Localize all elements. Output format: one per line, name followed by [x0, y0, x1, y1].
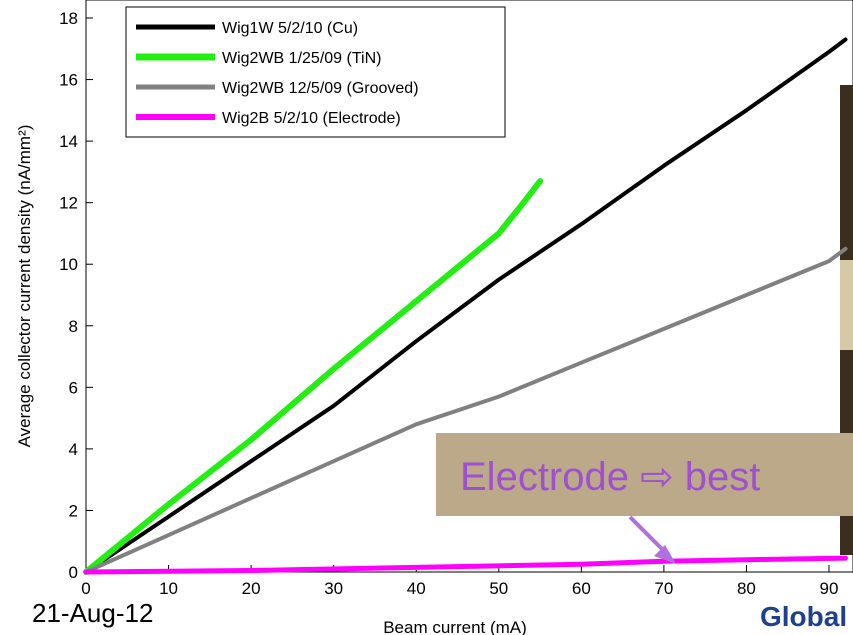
y-tick-label: 10 [59, 255, 78, 274]
photo-overlay-light [840, 260, 853, 350]
series-line-2 [83, 178, 544, 575]
legend: Wig1W 5/2/10 (Cu) Wig2WB 1/25/09 (TiN) Wig… [125, 6, 506, 138]
x-tick-label: 70 [654, 579, 673, 598]
x-tick-label: 90 [820, 579, 839, 598]
legend-label: Wig2WB 12/5/09 (Grooved) [222, 80, 419, 97]
callout-text: Electrode ⇨ best [460, 455, 760, 499]
y-tick-label: 8 [69, 317, 78, 336]
footer-date: 21-Aug-12 [32, 598, 153, 628]
y-tick-label: 0 [69, 563, 78, 582]
y-axis-label: Average collector current density (nA/mm… [15, 125, 34, 448]
y-tick-label: 12 [59, 194, 78, 213]
callout-arrowhead [654, 545, 676, 564]
callout: Electrode ⇨ best [436, 433, 853, 564]
series-line-4 [83, 555, 848, 575]
y-tick-label: 14 [59, 132, 78, 151]
legend-label: Wig1W 5/2/10 (Cu) [222, 20, 358, 37]
x-tick-label: 60 [572, 579, 591, 598]
series-line-3 [84, 246, 848, 574]
series-line-1 [84, 37, 848, 574]
y-tick-label: 18 [59, 9, 78, 28]
x-tick-label: 30 [324, 579, 343, 598]
y-tick-label: 4 [69, 440, 78, 459]
y-tick-label: 6 [69, 378, 78, 397]
x-tick-label: 50 [489, 579, 508, 598]
y-tick-label: 2 [69, 501, 78, 520]
axis-ticks: 0 2 4 6 8 10 12 14 16 18 0 10 20 30 40 50 60 70 80 90 [59, 9, 838, 598]
y-tick-label: 16 [59, 71, 78, 90]
legend-label: Wig2WB 1/25/09 (TiN) [222, 50, 381, 67]
x-axis-label: Beam current (mA) [383, 618, 527, 635]
x-tick-label: 40 [407, 579, 426, 598]
series-layer [83, 37, 848, 575]
x-tick-label: 10 [159, 579, 178, 598]
legend-label: Wig2B 5/2/10 (Electrode) [222, 110, 401, 127]
x-tick-label: 80 [737, 579, 756, 598]
callout-box [436, 433, 853, 516]
footer-brand: Global [760, 601, 847, 632]
x-tick-label: 20 [242, 579, 261, 598]
x-tick-label: 0 [81, 579, 90, 598]
